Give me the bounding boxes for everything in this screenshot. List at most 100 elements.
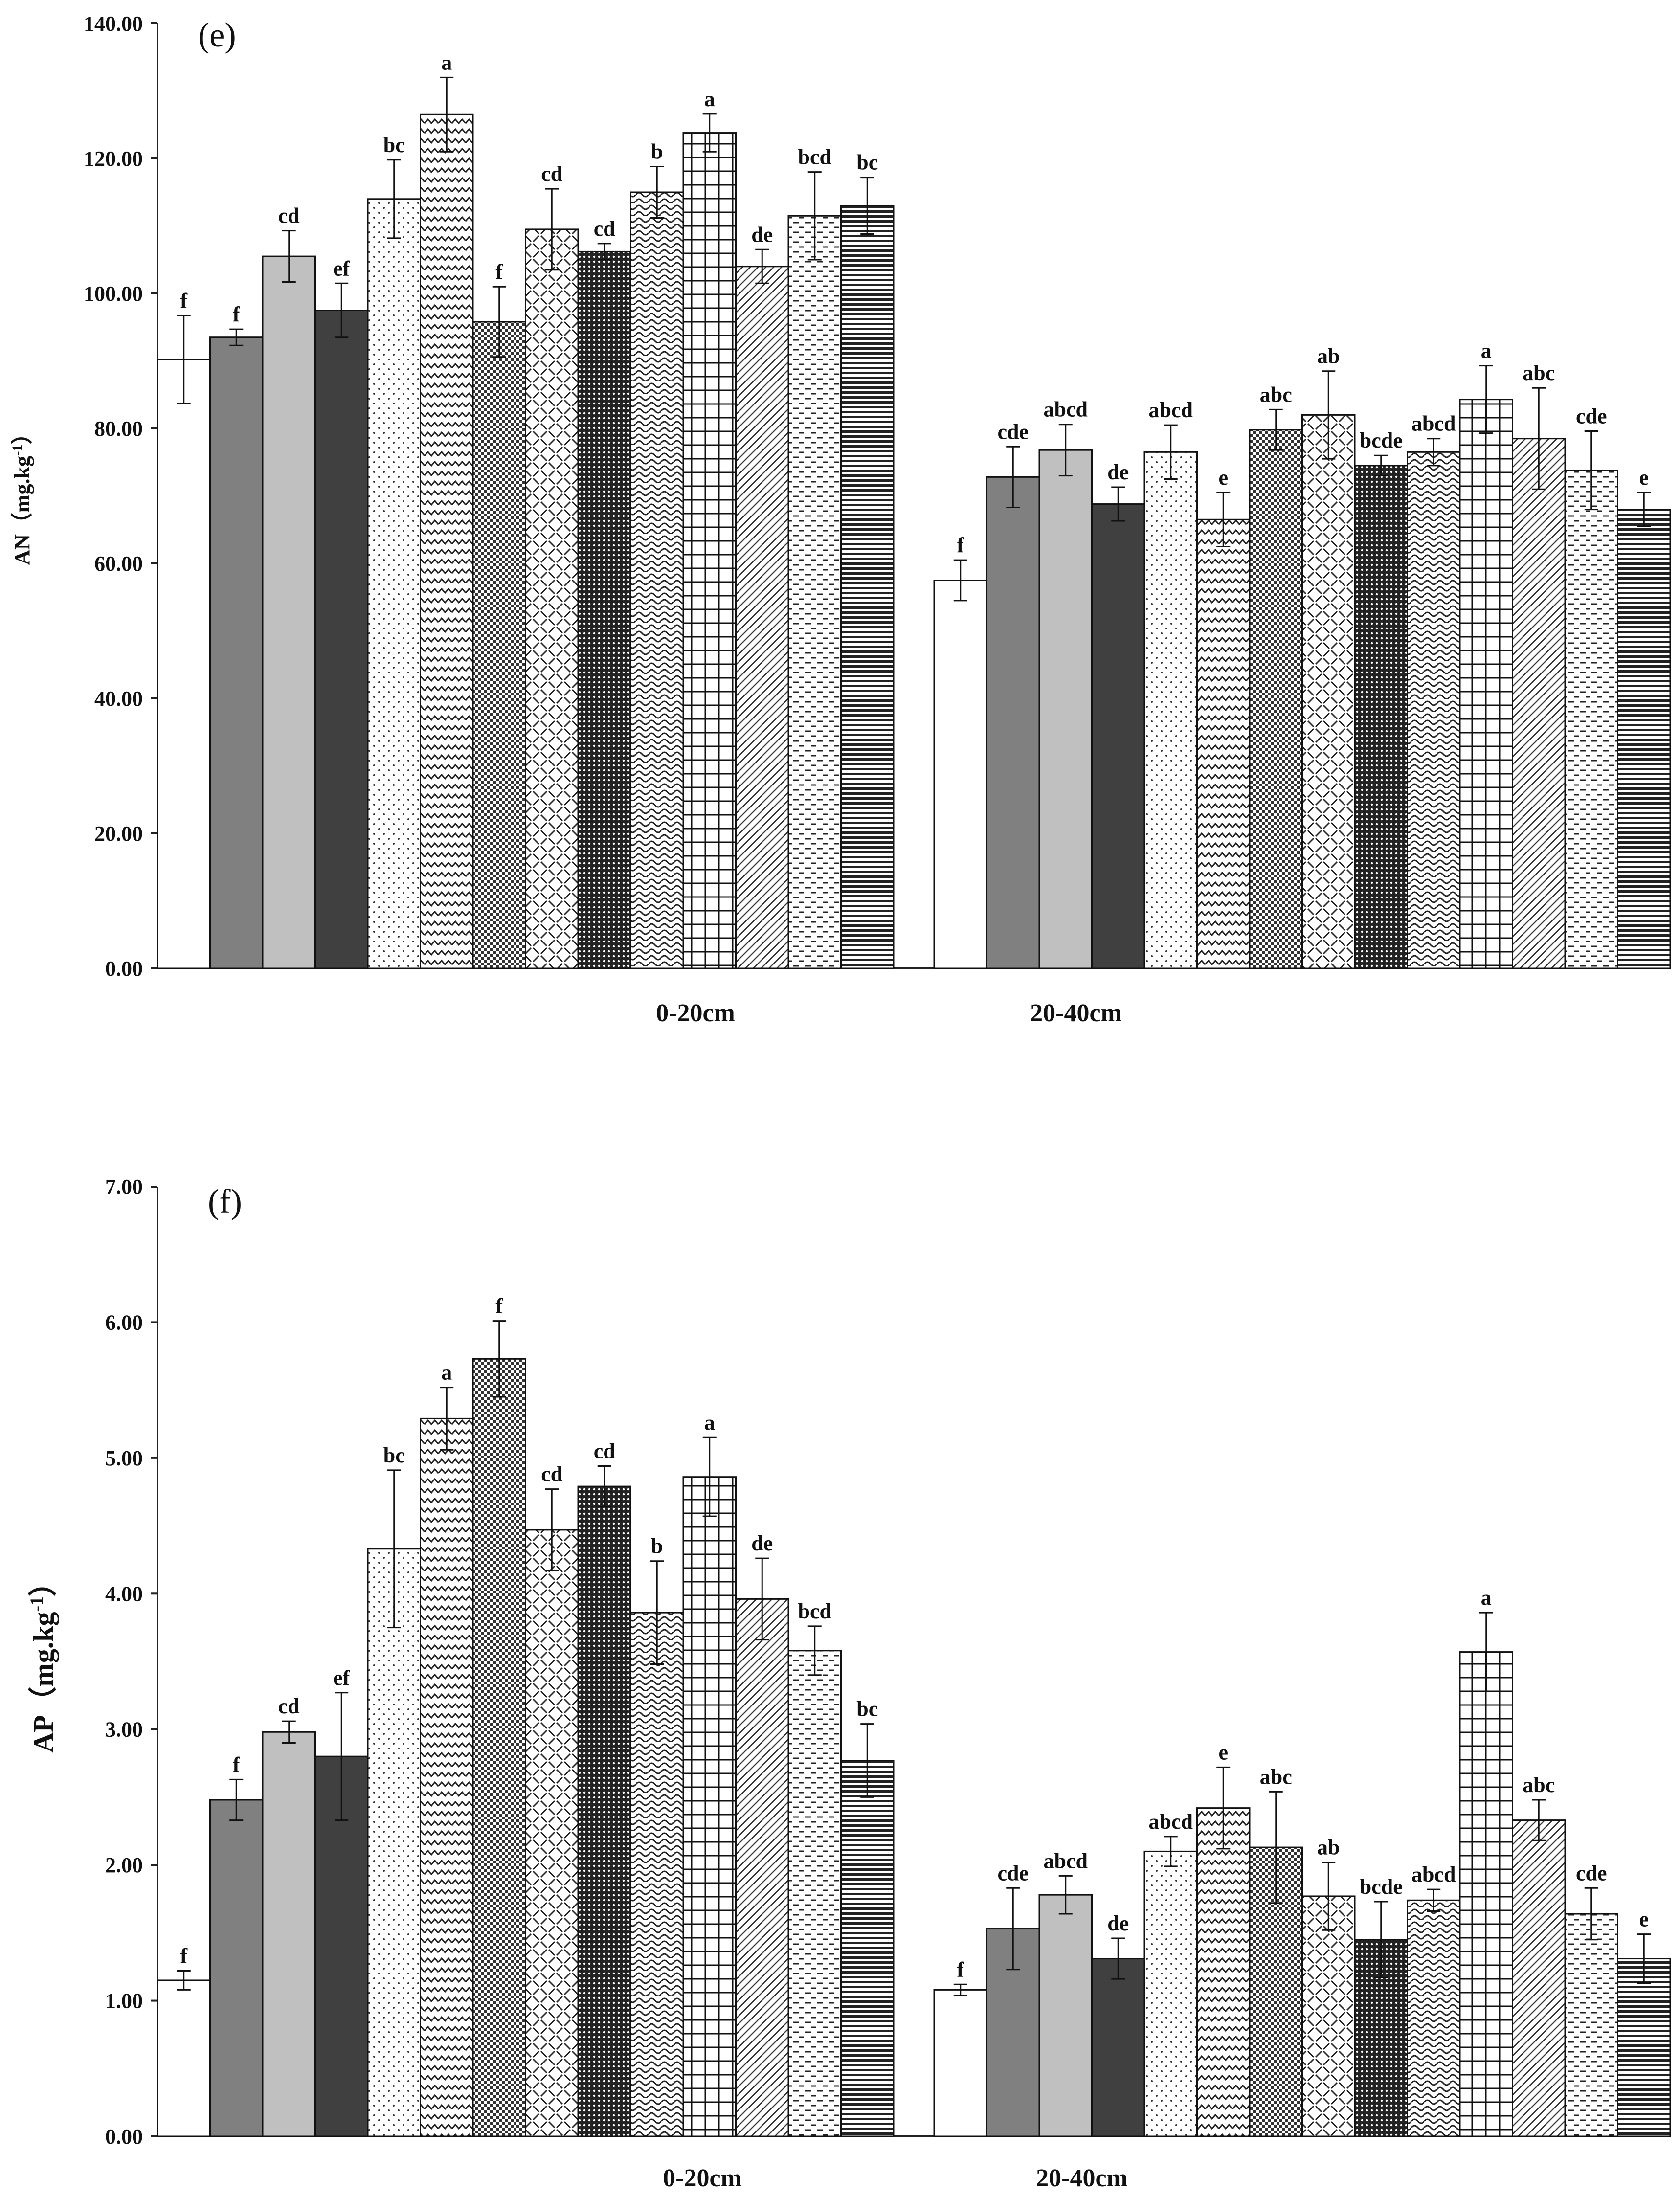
bar [630,1612,684,2137]
bar [1196,1807,1251,2137]
x-category-label: 0-20cm [656,999,735,1027]
significance-letter: abcd [1149,1810,1193,1834]
y-axis-label: AP（mg.kg-1） [27,1568,59,1753]
chart-title: (f) [208,1183,242,1221]
significance-letter: a [704,87,715,111]
bar [262,255,316,969]
bar [1617,509,1671,969]
chart-title: (e) [198,17,236,54]
bar [1407,451,1461,969]
bar [840,205,895,969]
significance-letter: bc [383,133,405,157]
significance-letter: f [495,1294,503,1318]
significance-letter: f [233,1752,241,1776]
bar-group-0-20cm: f f cd ef bc a f cd cd b a de bcd bc [157,50,895,969]
significance-letter: f [495,260,503,284]
significance-letter: cd [594,217,615,241]
significance-letter: bcde [1360,428,1403,452]
significance-letter: a [1481,339,1492,363]
significance-letter: f [233,302,241,326]
bar [735,266,789,969]
significance-letter: cde [997,420,1029,444]
significance-letter: a [704,1411,715,1435]
significance-letter: bcde [1360,1875,1403,1899]
significance-letter: ab [1317,1836,1340,1860]
significance-letter: b [651,1534,663,1558]
charts-root: 0.00 20.00 40.00 60.00 80.00 100.00 120.00 140.… [10,12,1671,2192]
significance-letter: ef [333,1666,351,1690]
y-tick-label: 0.00 [105,957,143,981]
significance-letter: abc [1260,382,1292,406]
y-tick-label: 3.00 [105,1718,143,1742]
bar [1091,1958,1145,2137]
significance-letter: abc [1523,1773,1555,1797]
significance-letter: abcd [1411,1862,1456,1886]
bar [1301,414,1356,969]
x-category-label: 20-40cm [1030,999,1122,1027]
y-tick-label: 20.00 [94,822,143,846]
bar [1564,470,1618,969]
y-tick-label: 4.00 [105,1582,143,1606]
y-tick-label: 120.00 [84,147,143,171]
significance-letter: abcd [1149,398,1193,422]
chart-e: 0.00 20.00 40.00 60.00 80.00 100.00 120.00 140.… [10,12,1671,1027]
significance-letter: abcd [1044,1849,1088,1873]
bar [1249,429,1303,969]
bar [157,1979,211,2137]
significance-letter: cd [278,1694,300,1718]
significance-letter: abcd [1044,398,1088,422]
bar [682,1476,737,2137]
y-tick-label: 140.00 [84,12,143,36]
bar [1512,438,1566,969]
x-category-label: 20-40cm [1036,2164,1128,2192]
bar [420,113,474,969]
significance-letter: f [180,289,188,313]
y-tick-label: 7.00 [105,1175,143,1199]
significance-letter: cd [278,204,300,228]
significance-letter: de [1107,1911,1129,1935]
significance-letter: bcd [798,145,831,169]
bar [933,1989,987,2137]
y-axis-label: AN（mg.kg-1） [10,423,34,565]
bar [1617,1958,1671,2137]
bar [1143,1850,1198,2137]
y-tick-label: 5.00 [105,1446,143,1470]
bar [933,580,987,969]
bar [840,1760,895,2137]
significance-letter: a [441,50,452,74]
bar [367,198,421,969]
bar [787,1650,842,2137]
bar [735,1598,789,2137]
y-tick-label: 6.00 [105,1310,143,1334]
significance-letter: cde [1576,404,1607,428]
bar [314,310,369,969]
significance-letter: bc [856,151,878,175]
bar [1459,1651,1513,2137]
bar [577,250,631,969]
bar [577,1485,631,2137]
significance-letter: abc [1523,361,1555,385]
bar [1407,1899,1461,2137]
significance-letter: cd [541,1462,562,1486]
significance-letter: cd [594,1439,615,1463]
significance-letter: ab [1317,344,1340,368]
y-tick-label: 80.00 [94,417,143,441]
bar [1038,449,1093,969]
significance-letter: bc [383,1443,405,1467]
bar [630,191,684,969]
significance-letter: cde [1576,1861,1607,1885]
significance-letter: abcd [1411,412,1456,436]
bar [262,1731,316,2137]
y-tick-label: 1.00 [105,1989,143,2013]
significance-letter: cd [541,162,562,186]
significance-letter: e [1218,1740,1228,1764]
bar [472,321,526,969]
y-tick-label: 0.00 [105,2125,143,2149]
significance-letter: bc [856,1697,878,1721]
significance-letter: e [1639,1907,1649,1931]
bar [1459,399,1513,969]
bar [525,1529,579,2137]
y-tick-label: 40.00 [94,687,143,711]
y-tick-label: 100.00 [84,282,143,306]
significance-letter: bcd [798,1599,831,1623]
